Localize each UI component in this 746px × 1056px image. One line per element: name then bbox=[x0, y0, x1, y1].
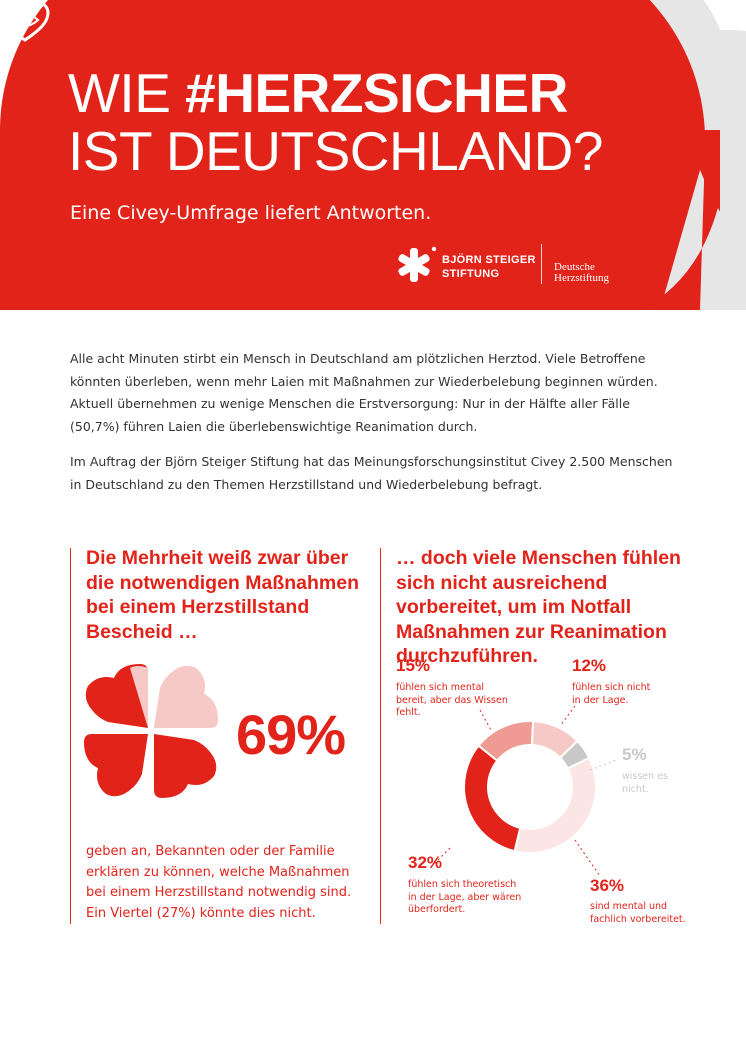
intro-paragraph-1: Alle acht Minuten stirbt ein Mensch in D… bbox=[70, 351, 658, 434]
donut-label-12: fühlen sich nicht in der Lage. bbox=[572, 682, 651, 706]
intro-paragraph-2: Im Auftrag der Björn Steiger Stiftung ha… bbox=[70, 454, 673, 492]
right-column-rule bbox=[380, 548, 381, 924]
clover-leaf-bottom-right bbox=[154, 734, 217, 798]
heart-eye-icon bbox=[0, 0, 50, 42]
donut-label-15: fühlen sich mental bereit, aber das Wiss… bbox=[396, 682, 508, 718]
donut-slice-32 bbox=[463, 744, 522, 853]
logo-dh-line2: Herzstiftung bbox=[554, 272, 609, 284]
title-hashtag: #HERZSICHER bbox=[185, 62, 568, 124]
right-heading: … doch viele Menschen fühlen sich nicht … bbox=[396, 547, 681, 667]
title-line-2: IST DEUTSCHLAND? bbox=[68, 120, 604, 182]
donut-pct-5: 5% bbox=[622, 745, 647, 764]
header-banner: WIE #HERZSICHER IST DEUTSCHLAND? Eine Ci… bbox=[0, 0, 746, 310]
donut-label-32: fühlen sich theoretisch in der Lage, abe… bbox=[408, 879, 522, 915]
logo-bs-line2: STIFTUNG bbox=[442, 268, 500, 280]
donut-slice-36 bbox=[513, 756, 597, 854]
donut-pct-32: 32% bbox=[408, 853, 443, 872]
donut-label-36: sind mental und fachlich vorbereitet. bbox=[590, 901, 686, 925]
page-subtitle: Eine Civey-Umfrage liefert Antworten. bbox=[70, 202, 432, 224]
clover-hearts-chart bbox=[84, 664, 218, 798]
clover-leaf-top-left bbox=[85, 664, 148, 728]
clover-leaf-bottom-left bbox=[84, 734, 148, 797]
page-title: WIE #HERZSICHER IST DEUTSCHLAND? bbox=[68, 62, 604, 182]
donut-chart bbox=[431, 705, 617, 877]
left-heading: Die Mehrheit weiß zwar über die notwendi… bbox=[86, 547, 360, 643]
left-big-percent: 69% bbox=[236, 703, 346, 766]
title-plain: WIE bbox=[68, 62, 186, 124]
logo-bs-line1: BJÖRN STEIGER bbox=[442, 254, 536, 266]
left-bottom-text: geben an, Bekannten oder der Familie erk… bbox=[86, 844, 352, 921]
heart-background bbox=[0, 0, 746, 310]
left-column-rule bbox=[70, 548, 71, 924]
star-of-life-icon bbox=[398, 246, 437, 282]
donut-pct-15: 15% bbox=[396, 656, 431, 675]
clover-leaf-top-right bbox=[154, 665, 218, 728]
donut-pct-12: 12% bbox=[572, 656, 607, 675]
logo-deutsche-herzstiftung: Deutsche Herzstiftung bbox=[554, 262, 609, 284]
donut-pct-36: 36% bbox=[590, 876, 625, 895]
donut-label-5: wissen es nicht. bbox=[622, 771, 668, 795]
logo-divider bbox=[541, 244, 542, 284]
clover-minority-wedge bbox=[130, 666, 148, 728]
logo-dh-line1: Deutsche bbox=[554, 261, 595, 273]
